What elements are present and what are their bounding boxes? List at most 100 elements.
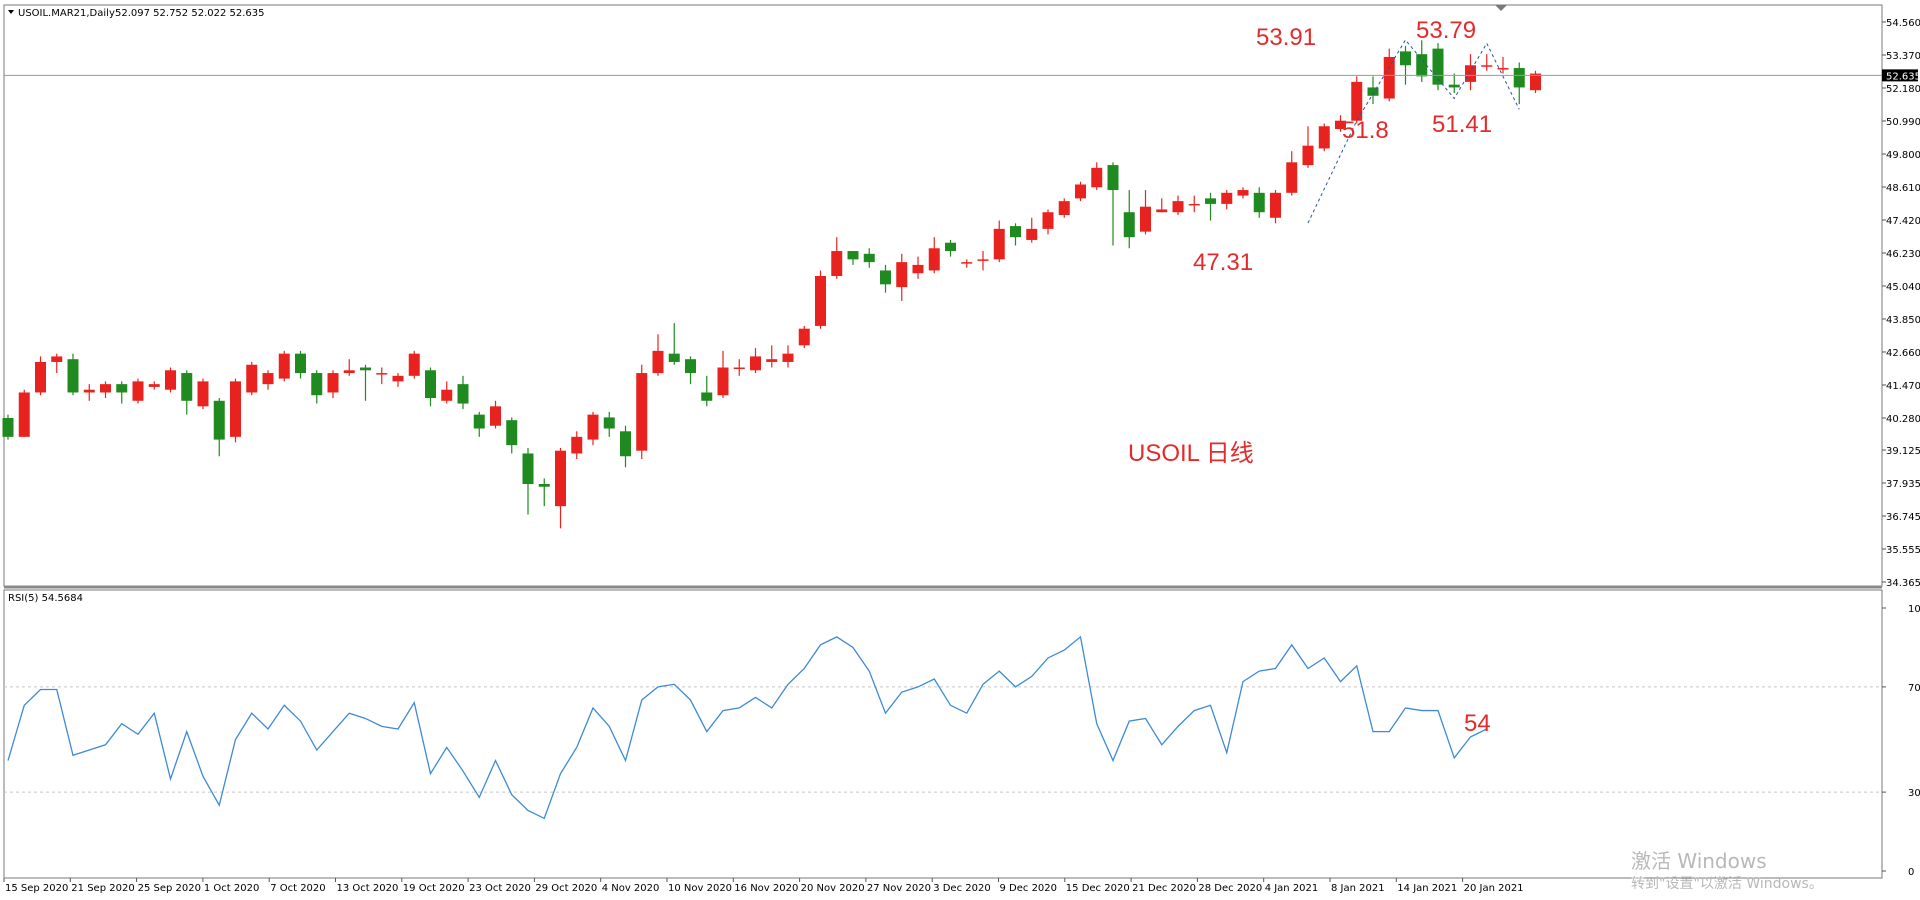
candle bbox=[880, 264, 891, 293]
candle bbox=[603, 411, 615, 437]
candle-body bbox=[473, 414, 485, 429]
candle-body bbox=[441, 389, 453, 401]
candle bbox=[798, 325, 810, 349]
candle-body bbox=[1530, 73, 1541, 91]
candle bbox=[1075, 181, 1086, 202]
candle-body bbox=[35, 361, 46, 393]
price-tick-label: 39.125 bbox=[1886, 446, 1920, 457]
current-price-box bbox=[1882, 69, 1918, 82]
candle bbox=[2, 414, 14, 440]
candle-body bbox=[1432, 48, 1444, 85]
candle-body bbox=[197, 381, 209, 407]
candle-body bbox=[847, 251, 859, 260]
candle bbox=[116, 381, 128, 404]
candle bbox=[1156, 198, 1168, 213]
candle-body bbox=[51, 356, 63, 362]
candle-body bbox=[1172, 201, 1184, 213]
candle-body bbox=[538, 483, 550, 487]
candle bbox=[262, 370, 274, 390]
time-tick-label: 27 Nov 2020 bbox=[867, 883, 931, 894]
candle-body bbox=[945, 242, 956, 252]
rsi-tick-label: 30 bbox=[1908, 788, 1920, 799]
annotation-low-2: 51.41 bbox=[1432, 111, 1492, 138]
candle bbox=[473, 411, 485, 437]
candle-body bbox=[457, 384, 469, 404]
candle bbox=[1253, 187, 1265, 218]
candle bbox=[213, 398, 225, 457]
price-tick-label: 54.560 bbox=[1886, 18, 1920, 29]
candle bbox=[1026, 217, 1038, 243]
candle-body bbox=[522, 453, 534, 484]
candle bbox=[1432, 43, 1444, 91]
candle bbox=[327, 370, 339, 399]
candle bbox=[132, 378, 144, 404]
time-tick-label: 15 Dec 2020 bbox=[1066, 883, 1130, 894]
candle bbox=[278, 350, 290, 382]
price-tick-label: 47.420 bbox=[1886, 216, 1920, 227]
candle bbox=[620, 425, 631, 468]
candle bbox=[197, 378, 209, 410]
rsi-series bbox=[7, 635, 1488, 820]
candle-body bbox=[213, 400, 225, 440]
price-tick-label: 35.555 bbox=[1886, 545, 1920, 556]
candle bbox=[1058, 198, 1070, 218]
dropdown-triangle-icon[interactable] bbox=[8, 10, 14, 14]
candle-body bbox=[961, 262, 973, 264]
time-tick-label: 15 Sep 2020 bbox=[5, 883, 68, 894]
time-tick-label: 28 Dec 2020 bbox=[1198, 883, 1262, 894]
candle-body bbox=[490, 406, 501, 426]
candle bbox=[961, 259, 973, 268]
shift-marker-icon[interactable] bbox=[1495, 5, 1507, 11]
candle-body bbox=[1286, 162, 1298, 193]
candle-body bbox=[1335, 120, 1346, 130]
time-tick-label: 16 Nov 2020 bbox=[734, 883, 798, 894]
candle bbox=[750, 348, 761, 374]
time-tick-label: 19 Oct 2020 bbox=[403, 883, 465, 894]
candle bbox=[506, 417, 518, 454]
candle-body bbox=[262, 373, 274, 385]
candle-body bbox=[1188, 203, 1200, 206]
candle bbox=[230, 378, 241, 443]
candle bbox=[148, 381, 160, 390]
candle bbox=[1465, 54, 1476, 91]
time-tick-label: 4 Jan 2021 bbox=[1265, 883, 1319, 894]
candle-body bbox=[750, 356, 761, 371]
candle bbox=[246, 361, 258, 396]
candle bbox=[831, 237, 843, 279]
candle-body bbox=[1497, 68, 1509, 70]
candle-body bbox=[132, 381, 144, 401]
candle-body bbox=[668, 353, 680, 362]
candle-body bbox=[1383, 56, 1395, 99]
candle-body bbox=[733, 367, 745, 370]
candle-body bbox=[636, 373, 648, 451]
candle bbox=[457, 375, 469, 410]
candle-body bbox=[863, 253, 875, 263]
candle-body bbox=[1205, 198, 1216, 204]
candle bbox=[538, 478, 550, 507]
candle bbox=[343, 359, 355, 376]
candle-body bbox=[1010, 226, 1021, 238]
time-tick-label: 21 Dec 2020 bbox=[1132, 883, 1196, 894]
time-tick-label: 14 Jan 2021 bbox=[1397, 883, 1457, 894]
candle-body bbox=[912, 264, 924, 274]
candle-body bbox=[1302, 145, 1314, 166]
candle-body bbox=[295, 353, 306, 374]
rsi-level-lines bbox=[4, 686, 1882, 793]
price-tick-label: 34.365 bbox=[1886, 578, 1920, 589]
candle bbox=[766, 345, 778, 368]
candle-body bbox=[685, 359, 696, 374]
rsi-tick-label: 70 bbox=[1908, 683, 1920, 694]
candle bbox=[1335, 115, 1346, 132]
candle-body bbox=[1416, 54, 1428, 77]
candle-body bbox=[100, 384, 111, 393]
annotation-low-1: 51.8 bbox=[1342, 117, 1389, 144]
candle-body bbox=[1075, 184, 1086, 199]
candle-body bbox=[1156, 209, 1168, 213]
candlestick-series bbox=[2, 40, 1541, 529]
candle-body bbox=[701, 392, 713, 401]
rsi-tick-label: 0 bbox=[1908, 867, 1914, 878]
annotation-low-3: 47.31 bbox=[1193, 249, 1253, 276]
candle bbox=[408, 350, 420, 379]
candle bbox=[1351, 76, 1363, 124]
candle bbox=[165, 367, 176, 393]
